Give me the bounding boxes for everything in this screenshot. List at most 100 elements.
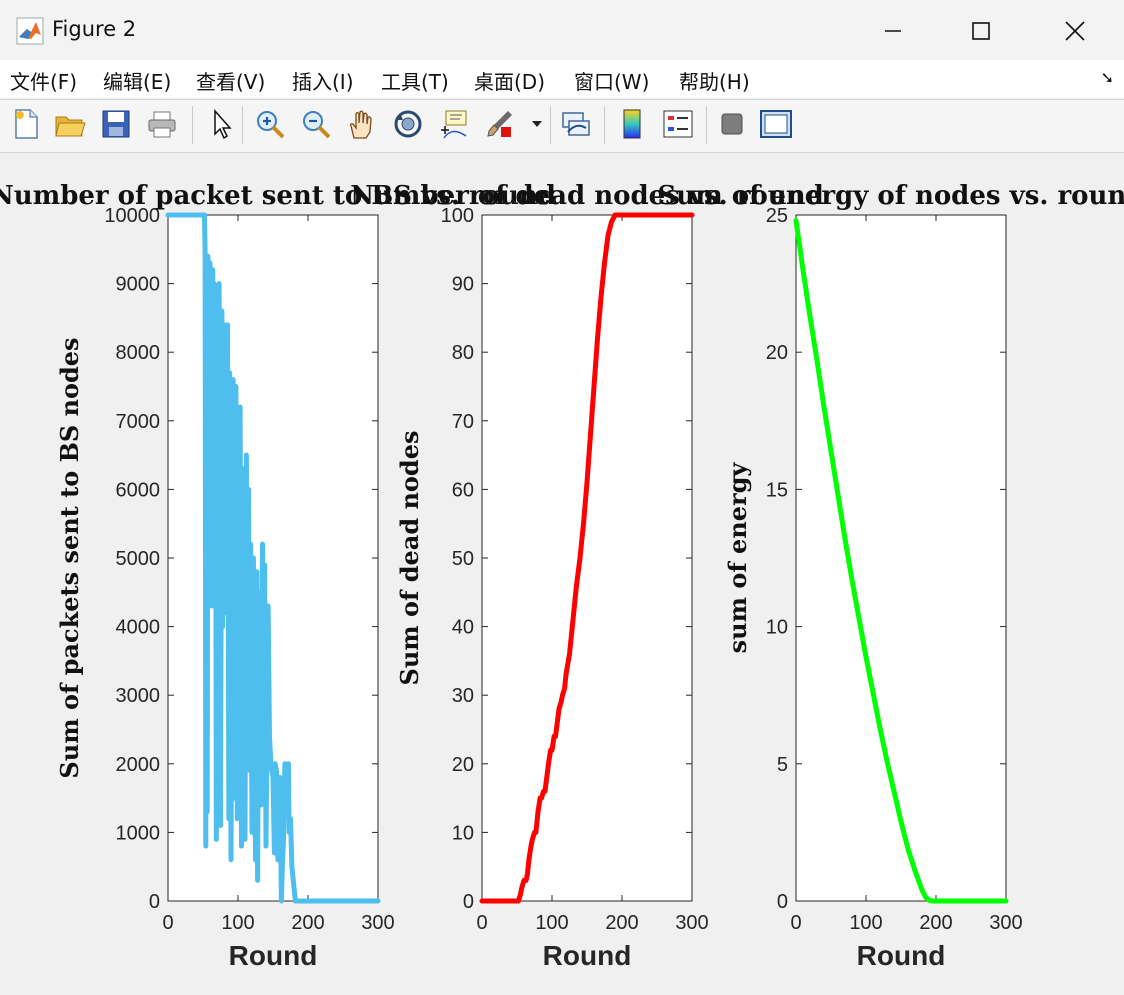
x-tick-label: 100: [535, 912, 568, 934]
y-tick-label: 50: [452, 548, 474, 570]
menu-bar: 文件(F) 编辑(E) 查看(V) 插入(I) 工具(T) 桌面(D) 窗口(W…: [0, 60, 1124, 98]
y-axis-label: Sum of dead nodes: [395, 431, 424, 686]
print-icon[interactable]: [144, 106, 180, 142]
matlab-icon: [16, 17, 44, 45]
y-tick-label: 8000: [116, 342, 161, 364]
series-line: [793, 218, 1009, 904]
close-icon: [1065, 21, 1085, 41]
zoom-in-icon[interactable]: [252, 106, 288, 142]
x-tick-label: 300: [989, 912, 1022, 934]
toolbar-separator: [706, 106, 707, 144]
toolbar: [0, 99, 1124, 153]
y-tick-label: 30: [452, 685, 474, 707]
minimize-icon: [885, 30, 901, 32]
y-tick-label: 20: [766, 342, 788, 364]
x-tick-label: 0: [790, 912, 801, 934]
toolbar-separator: [604, 106, 605, 144]
legend-icon[interactable]: [660, 106, 696, 142]
menu-insert[interactable]: 插入(I): [292, 70, 354, 94]
maximize-button[interactable]: [958, 10, 1004, 52]
zoom-out-icon[interactable]: [298, 106, 334, 142]
toolbar-separator: [550, 106, 551, 144]
show-plot-tools-icon[interactable]: [758, 106, 794, 142]
y-tick-label: 100: [441, 205, 474, 227]
series-line: [165, 212, 381, 904]
y-tick-label: 5000: [116, 548, 161, 570]
hide-plot-tools-icon[interactable]: [714, 106, 750, 142]
x-tick-label: 200: [605, 912, 638, 934]
data-cursor-icon[interactable]: [436, 106, 472, 142]
y-tick-label: 6000: [116, 479, 161, 501]
energy-subplot: 0 100 200 300 0 5 10 15 20 25 Round sum of energy Su…: [658, 181, 1124, 971]
plot-title: Number of packet sent to BS vs. round: [0, 181, 556, 211]
open-file-icon[interactable]: [52, 106, 88, 142]
menu-help[interactable]: 帮助(H): [679, 70, 750, 94]
y-tick-label: 10: [766, 617, 788, 639]
menu-file[interactable]: 文件(F): [10, 70, 78, 94]
y-tick-label: 90: [452, 274, 474, 296]
rotate-3d-icon[interactable]: [390, 106, 426, 142]
maximize-icon: [972, 22, 990, 40]
y-tick-label: 9000: [116, 274, 161, 296]
y-tick-label: 0: [149, 891, 160, 913]
x-tick-label: 300: [675, 912, 708, 934]
toolbar-separator: [192, 106, 193, 144]
x-tick-label: 0: [476, 912, 487, 934]
packets-subplot: 0 100 200 300010002000300040005000600070008…: [0, 181, 556, 971]
x-tick-label: 200: [919, 912, 952, 934]
plot-title: Number of dead nodes vs. round: [350, 181, 824, 211]
dock-arrow-icon[interactable]: ➘: [1100, 68, 1114, 87]
x-axis-label: Round: [857, 940, 946, 971]
y-axis-label: sum of energy: [723, 462, 752, 654]
x-tick-label: 100: [849, 912, 882, 934]
x-axis-label: Round: [229, 940, 318, 971]
save-icon[interactable]: [98, 106, 134, 142]
link-plot-icon[interactable]: [558, 106, 594, 142]
y-tick-label: 20: [452, 754, 474, 776]
x-tick-label: 200: [291, 912, 324, 934]
y-tick-label: 40: [452, 617, 474, 639]
pan-icon[interactable]: [344, 106, 380, 142]
y-tick-label: 0: [777, 891, 788, 913]
minimize-button[interactable]: [870, 10, 916, 52]
toolbar-separator: [242, 106, 243, 144]
y-tick-label: 3000: [116, 685, 161, 707]
figure-canvas[interactable]: 0 100 200 300010002000300040005000600070008…: [0, 152, 1124, 995]
series-line: [479, 212, 695, 904]
plot-title: Sum of energy of nodes vs. round: [658, 181, 1124, 211]
menu-view[interactable]: 查看(V): [196, 70, 266, 94]
y-axis-label: Sum of packets sent to BS nodes: [55, 337, 84, 778]
x-tick-label: 0: [162, 912, 173, 934]
menu-tools[interactable]: 工具(T): [381, 70, 449, 94]
y-tick-label: 70: [452, 411, 474, 433]
axes-box: [795, 214, 1007, 902]
y-tick-label: 10: [452, 822, 474, 844]
menu-desktop[interactable]: 桌面(D): [474, 70, 546, 94]
axes-box: [481, 214, 693, 902]
y-tick-label: 5: [777, 754, 788, 776]
brush-icon[interactable]: [482, 106, 518, 142]
close-button[interactable]: [1052, 10, 1098, 52]
menu-window[interactable]: 窗口(W): [574, 70, 650, 94]
dead-nodes-subplot: 0 100 200 3000102030405060708090100RoundSum…: [350, 181, 824, 971]
y-tick-label: 1000: [116, 822, 161, 844]
y-tick-label: 25: [766, 205, 788, 227]
y-tick-label: 80: [452, 342, 474, 364]
y-tick-label: 0: [463, 891, 474, 913]
window-title: Figure 2: [52, 17, 137, 41]
y-tick-label: 7000: [116, 411, 161, 433]
y-tick-label: 15: [766, 479, 788, 501]
new-figure-icon[interactable]: [8, 106, 44, 142]
x-tick-label: 100: [221, 912, 254, 934]
y-tick-label: 10000: [104, 205, 160, 227]
x-tick-label: 300: [361, 912, 394, 934]
y-tick-label: 2000: [116, 754, 161, 776]
pointer-icon[interactable]: [202, 106, 238, 142]
x-axis-label: Round: [543, 940, 632, 971]
menu-edit[interactable]: 编辑(E): [103, 70, 172, 94]
brush-dropdown-icon[interactable]: [528, 106, 546, 142]
colorbar-icon[interactable]: [614, 106, 650, 142]
y-tick-label: 60: [452, 479, 474, 501]
title-bar: Figure 2: [0, 0, 1124, 60]
